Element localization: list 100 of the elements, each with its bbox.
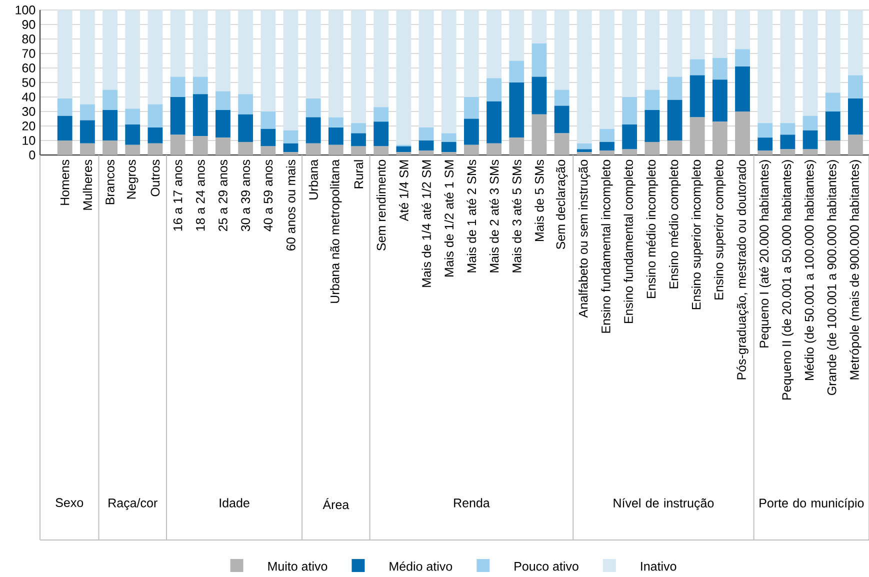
bar [441, 10, 456, 134]
bar [576, 143, 592, 150]
x-tick-label: Pequeno II (de 20.001 a 50.000 habitantes) [782, 160, 794, 400]
bar [328, 117, 344, 128]
bar [576, 10, 592, 144]
bar [57, 10, 72, 98]
bar [148, 104, 163, 128]
bar [690, 75, 705, 118]
bar [848, 75, 863, 98]
bar [758, 138, 773, 151]
bar [351, 123, 366, 134]
x-tick-label: Mulheres [82, 160, 92, 210]
bar [644, 110, 660, 142]
bar [532, 10, 547, 44]
bar [306, 98, 321, 118]
bar [464, 96, 479, 119]
x-tick-label: Pós-graduação, mestrado ou doutorado [736, 160, 748, 380]
bar [418, 150, 434, 155]
bar [758, 10, 773, 124]
legend-label: Inativo [641, 562, 676, 571]
bar [848, 10, 863, 76]
bar [192, 94, 208, 136]
bar [396, 152, 412, 155]
bar [464, 144, 479, 155]
bar [374, 107, 389, 122]
y-tick-label: 60 [22, 64, 36, 72]
x-tick-label: Analfabeto ou sem instrução [578, 160, 590, 318]
bar [80, 104, 95, 120]
bar [509, 10, 524, 61]
bar [328, 10, 344, 118]
bar [667, 100, 682, 140]
bar [283, 152, 298, 155]
bar [351, 146, 366, 155]
x-tick-label: Ensino médio incompleto [646, 160, 658, 298]
bar [192, 76, 208, 94]
bar [170, 76, 186, 97]
bar [170, 10, 186, 77]
x-tick-label: Negros [127, 160, 138, 199]
bar [238, 94, 254, 114]
bar [238, 114, 254, 142]
bar [80, 10, 95, 104]
bar [576, 149, 592, 152]
x-tick-label: Mais de 1 até 2 SMs [466, 160, 476, 272]
bar [283, 10, 298, 130]
text: Idade [220, 498, 250, 508]
bar [102, 140, 118, 155]
bar [780, 123, 796, 135]
x-tick-label: Metrópole (mais de 900.000 habitantes) [850, 160, 862, 380]
bar [486, 78, 502, 102]
y-tick-label: 20 [22, 122, 36, 130]
bar [848, 98, 863, 135]
y-tick-label: 40 [22, 92, 36, 102]
x-tick-label: Ensino fundamental incompleto [601, 160, 613, 333]
bar [712, 122, 728, 155]
text: Sexo [56, 498, 84, 508]
y-tick-label: 90 [22, 20, 36, 29]
x-tick-label: Ensino superior incompleto [692, 160, 704, 310]
bar [464, 118, 479, 145]
bar [735, 10, 750, 50]
bar [260, 10, 276, 112]
bar [441, 152, 456, 155]
bar [758, 123, 773, 138]
bar [509, 82, 524, 138]
bar [125, 10, 140, 109]
bar [170, 96, 186, 135]
bar [216, 138, 230, 155]
bar [148, 127, 163, 144]
bar [102, 110, 118, 140]
bar [554, 106, 570, 134]
x-tick-label: Mais de 1/4 até 1/2 SM [422, 160, 431, 287]
bar [802, 10, 818, 116]
bar [667, 10, 682, 77]
bar [532, 114, 547, 155]
bar [396, 10, 412, 145]
bar [622, 124, 638, 150]
bar [622, 96, 638, 125]
x-tick-label: Sem declaração [556, 160, 568, 250]
y-tick-label: 80 [22, 34, 36, 44]
y-tick-label: 70 [22, 49, 36, 58]
bar [644, 10, 660, 90]
bar [216, 91, 230, 110]
bar [690, 59, 705, 76]
bar [260, 146, 276, 155]
bar [125, 124, 140, 145]
y-tick-label: 50 [22, 78, 36, 87]
bar [216, 110, 230, 138]
bar [192, 136, 208, 155]
bar [600, 150, 614, 155]
legend-label: Médio ativo [390, 561, 452, 571]
bar [712, 80, 728, 122]
bar [712, 10, 728, 58]
bar [802, 149, 818, 155]
bar [735, 111, 750, 155]
bar [306, 143, 321, 155]
bar [825, 140, 840, 155]
x-tick-label: Até 1/4 SM [399, 160, 408, 222]
bar [306, 10, 321, 98]
bar [418, 140, 434, 151]
x-tick-label: Mais de 5 SMs [534, 160, 544, 241]
x-tick-label: Rural [354, 160, 364, 188]
